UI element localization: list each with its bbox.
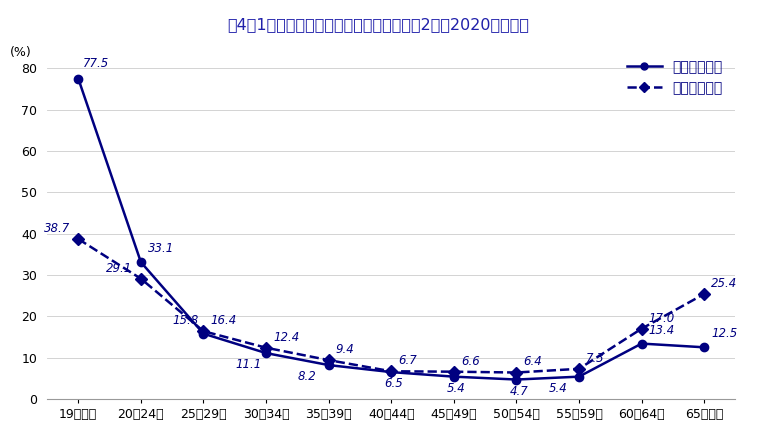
Text: 図4－1　年齢階級別入職率・離職率（令和2年（2020）・男）: 図4－1 年齢階級別入職率・離職率（令和2年（2020）・男）	[228, 17, 529, 32]
Text: 33.1: 33.1	[148, 242, 174, 255]
Text: 17.0: 17.0	[649, 312, 674, 324]
Text: 4.7: 4.7	[509, 385, 528, 398]
Text: 13.4: 13.4	[649, 324, 674, 337]
Text: 16.4: 16.4	[210, 314, 237, 327]
Text: 6.4: 6.4	[523, 355, 542, 368]
Text: 7.3: 7.3	[586, 351, 605, 364]
Legend: 入職率（男）, 離職率（男）: 入職率（男）, 離職率（男）	[621, 54, 728, 101]
Text: 38.7: 38.7	[44, 222, 70, 235]
Text: 9.4: 9.4	[335, 343, 354, 356]
Text: 8.2: 8.2	[298, 370, 317, 383]
Text: 11.1: 11.1	[235, 358, 262, 371]
Text: 12.4: 12.4	[273, 330, 299, 344]
Text: 5.4: 5.4	[447, 382, 466, 395]
Text: 29.1: 29.1	[106, 262, 132, 275]
Text: 6.6: 6.6	[461, 354, 479, 368]
Text: (%): (%)	[9, 46, 31, 59]
Text: 6.7: 6.7	[398, 354, 417, 367]
Text: 5.4: 5.4	[548, 382, 567, 395]
Text: 15.8: 15.8	[173, 314, 199, 327]
Text: 12.5: 12.5	[711, 327, 737, 341]
Text: 25.4: 25.4	[711, 277, 737, 290]
Text: 6.5: 6.5	[385, 377, 403, 390]
Text: 77.5: 77.5	[83, 57, 109, 70]
